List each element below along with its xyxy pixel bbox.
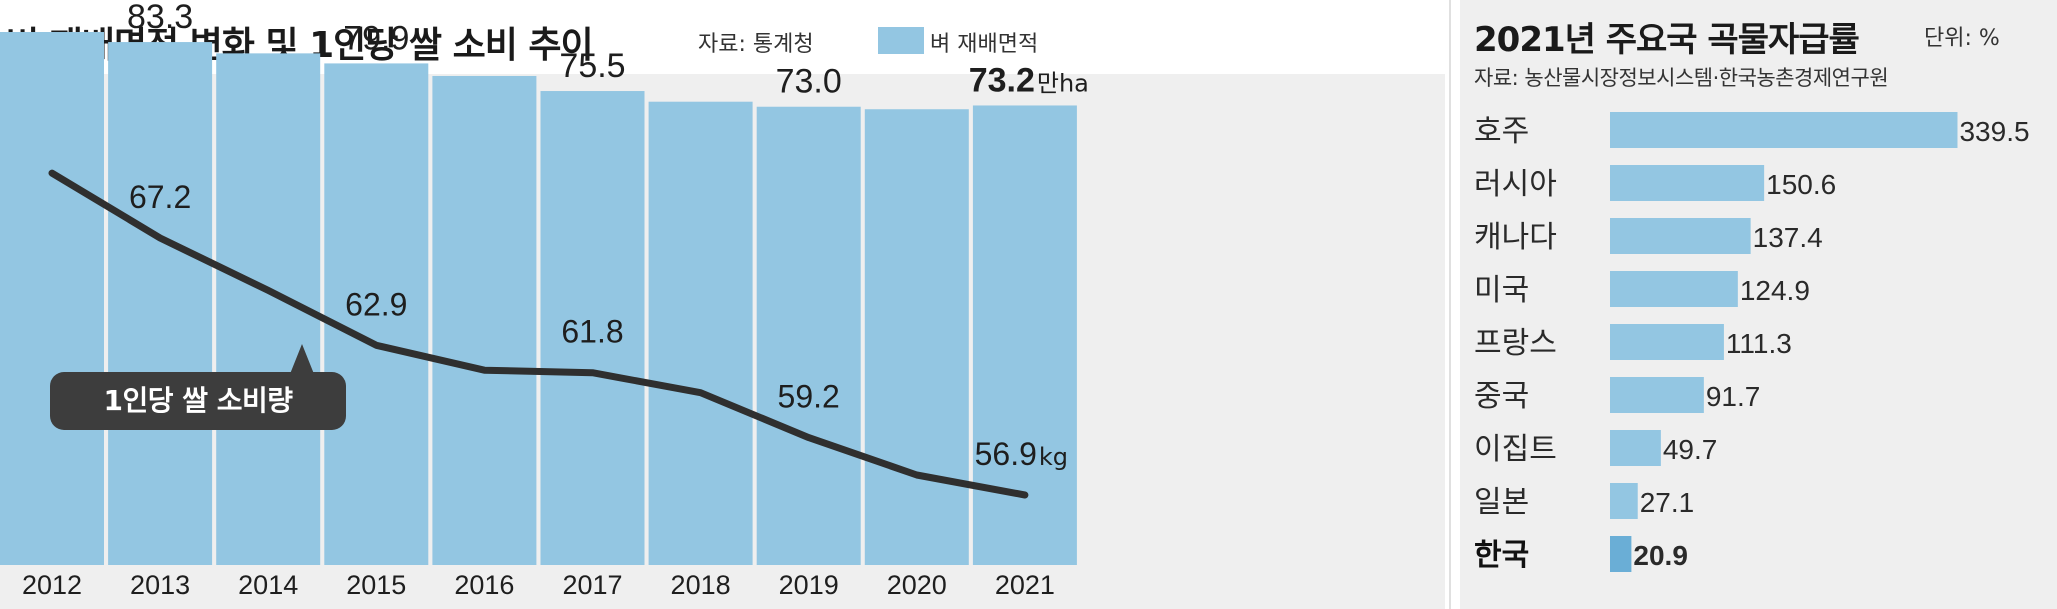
country-bar-1 xyxy=(1610,165,1765,201)
country-bar-5 xyxy=(1610,377,1704,413)
country-bar-4 xyxy=(1610,324,1724,360)
country-label-3: 미국 xyxy=(1474,273,1529,308)
area-bar-2020 xyxy=(864,109,969,565)
area-value-label-2015: 79.9 xyxy=(343,19,409,57)
area-value-label-2013: 83.3 xyxy=(127,0,193,36)
country-label-4: 프랑스 xyxy=(1474,326,1557,361)
left-panel: 벼 재배면적 변화 및 1인당 쌀 소비 추이 자료: 통계청 벼 재배면적 8… xyxy=(0,0,1445,609)
country-value-1: 150.6 xyxy=(1766,169,1836,200)
area-value-label-2019: 73.0 xyxy=(776,63,842,101)
country-label-5: 중국 xyxy=(1474,379,1529,414)
country-bar-6 xyxy=(1610,430,1661,466)
country-label-1: 러시아 xyxy=(1474,167,1557,202)
legend-label: 벼 재배면적 xyxy=(930,32,1039,57)
consumption-unit-label: kg xyxy=(1039,443,1068,471)
country-bar-0 xyxy=(1610,112,1958,148)
chart-title: 2021년 주요국 곡물자급률 xyxy=(1474,20,1860,60)
area-bar-2012 xyxy=(0,32,104,566)
area-bar-2019 xyxy=(756,106,861,565)
source-note: 자료: 농산물시장정보시스템·한국농촌경제연구원 xyxy=(1474,66,1889,90)
consumption-value-label-2013: 67.2 xyxy=(129,179,191,215)
area-bar-2015 xyxy=(324,63,429,566)
area-bar-2013 xyxy=(108,42,213,566)
year-tick-2019: 2019 xyxy=(779,570,839,600)
area-value-label-2021: 73.2 xyxy=(969,61,1035,99)
area-bar-2016 xyxy=(432,75,537,565)
consumption-line xyxy=(48,169,1029,499)
year-tick-2013: 2013 xyxy=(130,570,190,600)
self-sufficiency-chart: 호주 339.5 러시아 150.6 캐나다 137.4 미국 124.9 프랑스 111.3 중국… xyxy=(1474,112,2030,573)
country-bar-7 xyxy=(1610,483,1638,519)
source-note: 자료: 통계청 xyxy=(698,32,814,57)
year-tick-2016: 2016 xyxy=(454,570,514,600)
consumption-callout: 1인당 쌀 소비량 xyxy=(50,372,346,430)
unit-note: 단위: % xyxy=(1924,26,2000,51)
area-value-label-2017: 75.5 xyxy=(559,47,625,85)
country-label-6: 이집트 xyxy=(1474,432,1557,467)
year-tick-2015: 2015 xyxy=(346,570,406,600)
country-value-0: 339.5 xyxy=(1959,116,2029,147)
consumption-value-label-2017: 61.8 xyxy=(561,314,623,350)
consumption-value-label-2019: 59.2 xyxy=(778,379,840,415)
country-value-8: 20.9 xyxy=(1633,540,1688,571)
year-tick-2021: 2021 xyxy=(995,570,1055,600)
country-value-7: 27.1 xyxy=(1640,487,1695,518)
country-value-6: 49.7 xyxy=(1663,434,1718,465)
country-label-0: 호주 xyxy=(1474,114,1529,149)
area-bar-2017 xyxy=(540,91,645,566)
country-bar-2 xyxy=(1610,218,1751,254)
legend-swatch xyxy=(878,27,924,54)
country-label-7: 일본 xyxy=(1474,485,1529,520)
country-value-2: 137.4 xyxy=(1753,222,1823,253)
area-unit-label: 만ha xyxy=(1037,69,1089,97)
combo-chart: 83.3 79.9 75.5 73.0 73.2 만ha 67.2 62.9 61.8 59.2 5… xyxy=(0,0,1089,600)
panel-divider xyxy=(1449,0,1456,609)
country-value-5: 91.7 xyxy=(1706,381,1761,412)
year-tick-2017: 2017 xyxy=(562,570,622,600)
year-tick-2012: 2012 xyxy=(22,570,82,600)
country-value-3: 124.9 xyxy=(1740,275,1810,306)
callout-pointer xyxy=(290,344,314,374)
year-tick-2020: 2020 xyxy=(887,570,947,600)
country-label-8: 한국 xyxy=(1474,538,1529,573)
country-bar-8 xyxy=(1610,536,1632,572)
area-bar-2018 xyxy=(648,101,753,565)
year-tick-2018: 2018 xyxy=(671,570,731,600)
consumption-value-label-2021: 56.9 xyxy=(975,436,1037,472)
year-tick-2014: 2014 xyxy=(238,570,298,600)
country-value-4: 111.3 xyxy=(1726,328,1792,359)
right-panel: 2021년 주요국 곡물자급률 단위: % 자료: 농산물시장정보시스템·한국농… xyxy=(1460,0,2057,609)
country-bar-3 xyxy=(1610,271,1738,307)
country-label-2: 캐나다 xyxy=(1474,220,1557,255)
consumption-value-label-2015: 62.9 xyxy=(345,286,407,322)
